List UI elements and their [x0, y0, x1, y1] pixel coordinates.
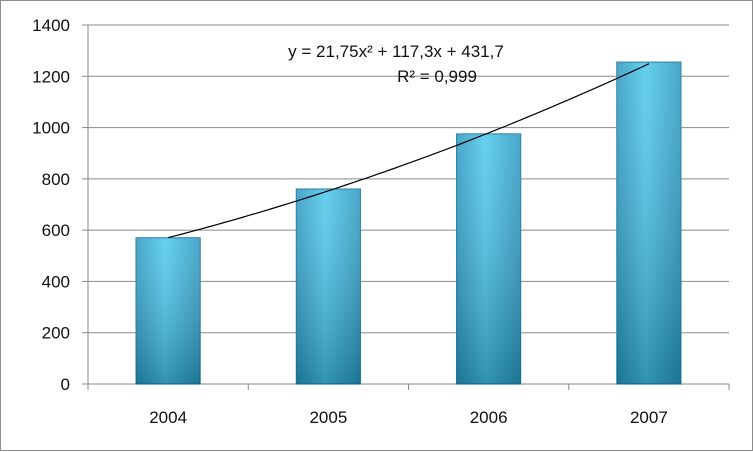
- trendline-layer: [167, 63, 650, 239]
- bar-shading: [456, 133, 521, 384]
- y-axis-tick-labels: 0 200 400 600 800 1000 1200 1400: [32, 16, 70, 394]
- y-tick-label: 0: [61, 375, 70, 394]
- y-tick-label: 600: [42, 221, 70, 240]
- y-tick-label: 800: [42, 170, 70, 189]
- y-tick-label: 200: [42, 324, 70, 343]
- x-tick-label: 2007: [630, 408, 668, 427]
- x-tick-label: 2004: [149, 408, 187, 427]
- bar-2006: [456, 133, 522, 385]
- bar-2005: [295, 188, 361, 385]
- bar-shading: [136, 237, 201, 384]
- y-tick-label: 1400: [32, 16, 70, 35]
- x-axis-tick-labels: 2004 2005 2006 2007: [149, 408, 668, 427]
- x-tick-label: 2006: [470, 408, 508, 427]
- x-tick-label: 2005: [309, 408, 347, 427]
- bar-shading: [616, 62, 681, 385]
- trendline-equation: y = 21,75x² + 117,3x + 431,7: [288, 42, 504, 61]
- bars: [135, 61, 682, 385]
- y-tick-label: 1000: [32, 119, 70, 138]
- trendline-r-squared: R² = 0,999: [397, 67, 477, 86]
- y-tick-label: 400: [42, 272, 70, 291]
- bar-shading: [296, 189, 361, 384]
- trendline: [167, 63, 650, 239]
- bar-2004: [135, 237, 201, 385]
- bar-2007: [616, 61, 682, 385]
- y-tick-label: 1200: [32, 67, 70, 86]
